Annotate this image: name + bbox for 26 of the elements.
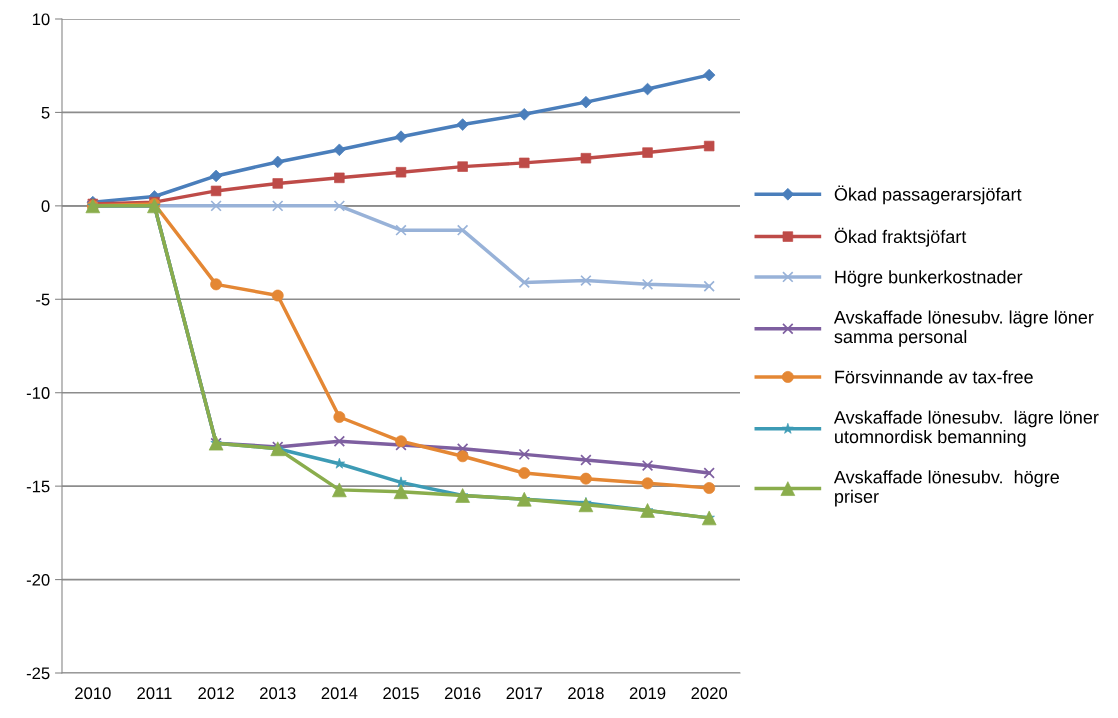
y-tick-label: -25 — [26, 667, 50, 680]
x-tick-label: 2014 — [321, 687, 358, 700]
x-tick-label: 2018 — [568, 687, 604, 700]
y-tick-label: -20 — [26, 573, 50, 586]
y-tick-label: -15 — [26, 480, 50, 493]
x-tick-label: 2013 — [260, 687, 296, 700]
y-tick-label: 5 — [41, 107, 50, 119]
legend-label: Ökad passagerarsjöfart — [834, 185, 1022, 205]
x-tick-label: 2010 — [75, 687, 111, 700]
x-tick-label: 2012 — [198, 687, 234, 700]
y-tick-label: -5 — [36, 293, 50, 306]
x-tick-label: 2020 — [691, 687, 728, 700]
legend-label: Avskaffade lönesubv. lägre löner samma personal — [833, 310, 1094, 347]
y-tick-label: 0 — [41, 200, 50, 213]
legend-label: Ökad fraktsjöfart — [834, 227, 967, 247]
legend-label: Avskaffade lönesubv. lägre löner utomnordisk bemanning — [833, 410, 1099, 447]
legend-label: Avskaffade lönesubv. högre priser — [833, 470, 1059, 507]
x-tick-label: 2017 — [506, 687, 542, 700]
x-tick-label: 2015 — [383, 687, 419, 700]
x-tick-label: 2019 — [629, 687, 666, 700]
legend-label: Försvinnande av tax-free — [835, 370, 1033, 384]
legend-label: Högre bunkerkostnader — [835, 270, 1023, 287]
y-tick-label: 10 — [32, 13, 50, 26]
x-tick-label: 2011 — [137, 687, 172, 700]
y-tick-label: -10 — [26, 387, 50, 399]
x-tick-label: 2016 — [444, 687, 481, 700]
